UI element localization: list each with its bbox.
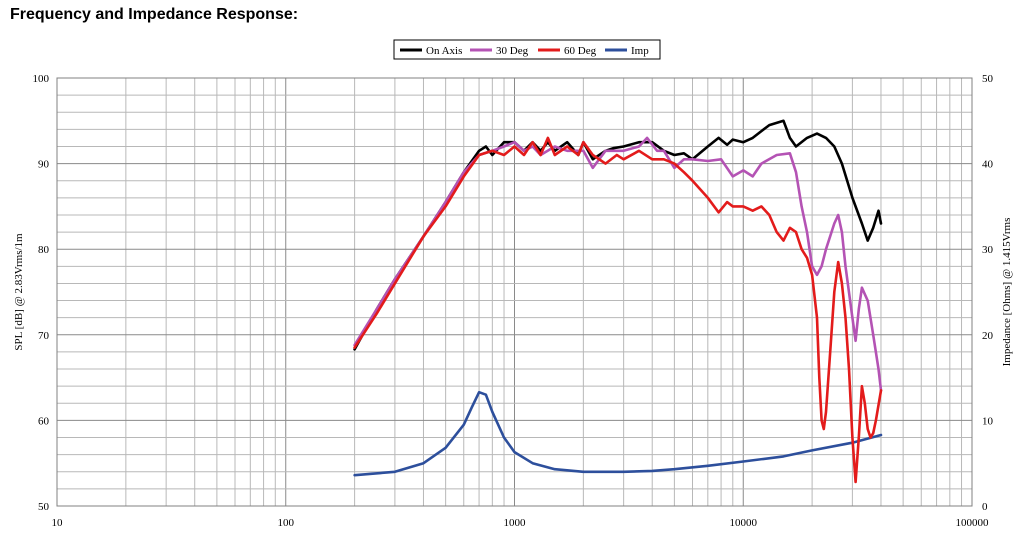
legend-label-imp: Imp (631, 45, 649, 57)
y-right-tick-label: 0 (982, 501, 988, 513)
legend-box (393, 39, 661, 60)
x-tick-label: 10000 (730, 517, 758, 529)
legend-label-30-deg: 30 Deg (496, 45, 529, 57)
plot-frame (56, 77, 973, 507)
page-title: Frequency and Impedance Response: (10, 6, 299, 23)
y-right-tick-label: 30 (982, 244, 994, 256)
y-right-tick-label: 50 (982, 73, 994, 85)
x-tick-label: 100000 (956, 517, 990, 529)
x-tick-label: 1000 (504, 517, 527, 529)
y-right-tick-label: 10 (982, 415, 994, 427)
y-left-tick-label: 70 (38, 330, 50, 342)
legend-label-on-axis: On Axis (426, 45, 462, 57)
series-line-60-deg (353, 136, 883, 484)
y-axis-left-label: SPL [dB] @ 2.83Vrms/1m (13, 233, 25, 351)
x-tick-label: 10 (52, 517, 64, 529)
series-line-30-deg (353, 136, 883, 392)
series-layer (353, 119, 883, 484)
y-left-tick-label: 100 (33, 73, 50, 85)
legend-label-60-deg: 60 Deg (564, 45, 597, 57)
grid (57, 78, 972, 506)
legend: On Axis 30 Deg 60 Deg Imp (393, 39, 661, 60)
y-right-tick-label: 40 (982, 159, 994, 171)
y-axis-right-label: Impedance [Ohms] @ 1.415Vrms (1001, 218, 1013, 367)
y-left-tick-label: 60 (38, 415, 50, 427)
y-left-tick-label: 90 (38, 159, 50, 171)
y-left-tick-label: 50 (38, 501, 50, 513)
y-right-tick-label: 20 (982, 330, 994, 342)
x-tick-label: 100 (278, 517, 295, 529)
tick-labels: 10 100 1000 10000 10000010090807060505040302… (33, 73, 994, 529)
series-line-imp (353, 390, 883, 477)
y-left-tick-label: 80 (38, 244, 50, 256)
